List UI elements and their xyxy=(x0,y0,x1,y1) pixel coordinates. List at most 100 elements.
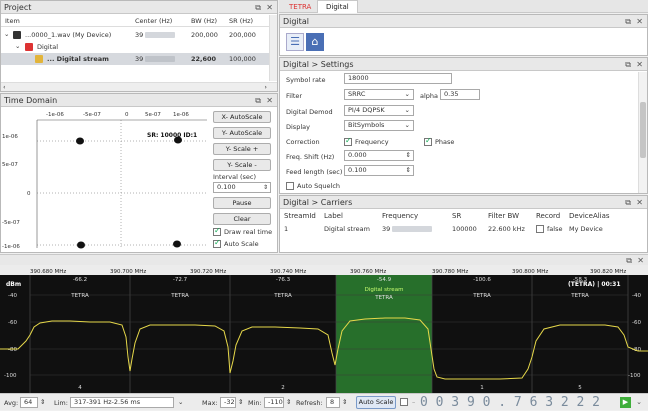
project-hscrollbar[interactable]: ‹ › xyxy=(1,82,277,91)
channel-name: TETRA xyxy=(273,293,292,299)
symbol-point xyxy=(174,136,182,144)
y-autoscale-button[interactable]: Y- AutoScale xyxy=(213,127,271,139)
spin-arrows-icon[interactable]: ⇕ xyxy=(405,166,411,174)
float-icon[interactable]: ⧉ xyxy=(625,17,631,26)
col-sr: SR (Hz) xyxy=(229,17,254,25)
device-bw: 200,000 xyxy=(191,31,218,39)
lim-input[interactable]: 317-391 Hz-2.56 ms xyxy=(70,397,174,408)
float-icon[interactable]: ⧉ xyxy=(625,198,631,207)
interval-spinbox[interactable]: 0.100 ⇕ xyxy=(213,182,271,193)
scroll-thumb[interactable] xyxy=(640,102,646,158)
spin-arrows-icon[interactable]: ⇕ xyxy=(40,398,46,406)
freq-tick: 390.700 MHz xyxy=(110,269,146,275)
y-scale-minus-button[interactable]: Y- Scale - xyxy=(213,159,271,171)
chevron-down-icon[interactable]: ⌄ xyxy=(178,398,184,406)
draw-realtime-checkbox[interactable] xyxy=(213,226,221,236)
min-input[interactable]: -110 xyxy=(264,397,284,408)
auto-squelch-checkbox[interactable] xyxy=(286,182,294,190)
chevron-down-icon[interactable]: ⌄ xyxy=(15,42,21,50)
channel-num: 2 xyxy=(281,385,285,391)
auto-scale-button[interactable]: Auto Scale xyxy=(356,396,396,409)
constellation-points xyxy=(76,136,182,249)
symbol-rate-input[interactable]: 18000 xyxy=(344,73,452,84)
filter-label: Filter xyxy=(286,92,303,100)
refresh-value: 8 xyxy=(330,398,335,406)
project-row-digital[interactable]: ⌄ Digital xyxy=(1,41,271,53)
display-select[interactable]: BitSymbols ⌄ xyxy=(344,120,414,131)
col-streamid: StreamId xyxy=(284,212,316,220)
record-checkbox[interactable] xyxy=(536,225,544,233)
dropdown-icon[interactable]: ⌄ xyxy=(636,398,642,406)
float-icon[interactable]: ⧉ xyxy=(255,3,261,12)
freq-shift-spinbox[interactable]: 0.000 ⇕ xyxy=(344,150,414,161)
filter-select[interactable]: SRRC ⌄ xyxy=(344,89,414,100)
feed-length-value: 0.100 xyxy=(348,166,367,174)
pause-button[interactable]: Pause xyxy=(213,197,271,209)
refresh-input[interactable]: 8 xyxy=(326,397,340,408)
frequency-display[interactable]: 0 0 3 9 0 . 7 6 3 2 2 2 xyxy=(420,395,601,410)
top-right-label: (TETRA) | 00:31 xyxy=(568,281,621,288)
constellation-plot: -1e-06 -5e-07 0 5e-07 1e-06 1e-06 5e-07 … xyxy=(2,112,207,250)
close-icon[interactable]: ✕ xyxy=(266,96,273,105)
device-name: ...0000_1.wav (My Device) xyxy=(25,31,112,39)
freq-axis-bar xyxy=(0,265,648,275)
chevron-down-icon: ⌄ xyxy=(404,106,410,114)
td-left-tick: -5e-07 xyxy=(2,220,20,226)
col-sr: SR xyxy=(452,212,462,220)
max-input[interactable]: -32 xyxy=(220,397,236,408)
project-vscrollbar[interactable] xyxy=(269,15,277,81)
frequency-checkbox[interactable] xyxy=(344,136,352,146)
spin-arrows-icon[interactable]: ⇕ xyxy=(342,398,348,406)
chevron-down-icon[interactable]: ⌄ xyxy=(4,30,10,38)
project-row-stream[interactable]: ... Digital stream 39 22,600 100,000 xyxy=(1,53,271,65)
avg-input[interactable]: 64 xyxy=(20,397,38,408)
db-tick: -100 xyxy=(628,373,641,379)
redacted-value xyxy=(145,32,175,38)
carrier-row[interactable]: 1 Digital stream 39 100000 22.600 kHz fa… xyxy=(280,223,640,234)
spin-arrows-icon[interactable]: ⇕ xyxy=(262,184,268,191)
feed-length-spinbox[interactable]: 0.100 ⇕ xyxy=(344,165,414,176)
float-icon[interactable]: ⧉ xyxy=(626,256,632,265)
x-autoscale-button[interactable]: X- AutoScale xyxy=(213,111,271,123)
close-icon[interactable]: ✕ xyxy=(266,3,273,12)
channel-offset: -76.3 xyxy=(276,277,291,283)
float-icon[interactable]: ⧉ xyxy=(255,96,261,105)
scroll-left-icon[interactable]: ‹ xyxy=(3,83,6,91)
signal-view-icon[interactable]: ⌂ xyxy=(306,33,324,51)
spin-arrows-icon[interactable]: ⇕ xyxy=(405,151,411,159)
autoscale-checkbox[interactable] xyxy=(213,238,221,248)
y-scale-plus-button[interactable]: Y- Scale + xyxy=(213,143,271,155)
tab-tetra[interactable]: TETRA xyxy=(289,3,312,11)
tab-digital[interactable]: Digital xyxy=(317,0,358,13)
spin-arrows-icon[interactable]: ⇕ xyxy=(238,398,244,406)
td-left-tick: -1e-06 xyxy=(2,244,20,250)
td-top-tick: -1e-06 xyxy=(46,112,64,118)
list-view-icon[interactable]: ☰ xyxy=(286,33,304,51)
play-icon[interactable]: ▶ xyxy=(620,397,631,408)
project-row-device[interactable]: ⌄ ...0000_1.wav (My Device) 39 200,000 2… xyxy=(1,29,271,41)
digital-name: Digital xyxy=(37,43,59,51)
demod-select[interactable]: PI/4 DQPSK ⌄ xyxy=(344,105,414,116)
db-ticks-left: -40 -60 -80 -100 xyxy=(4,293,17,379)
project-title: Project xyxy=(1,1,277,14)
close-icon[interactable]: ✕ xyxy=(637,256,644,265)
refresh-label: Refresh: xyxy=(296,399,323,407)
close-icon[interactable]: ✕ xyxy=(636,198,643,207)
settings-scrollbar[interactable] xyxy=(638,72,647,193)
digital-title: Digital xyxy=(280,15,647,28)
scroll-right-icon[interactable]: › xyxy=(264,83,267,91)
dbm-label: dBm xyxy=(6,281,21,288)
col-filter-bw: Filter BW xyxy=(488,212,520,220)
phase-checkbox[interactable] xyxy=(424,136,432,146)
alpha-input[interactable]: 0.35 xyxy=(440,89,480,100)
option-checkbox[interactable] xyxy=(400,398,408,406)
max-label: Max: xyxy=(202,399,218,407)
clear-button[interactable]: Clear xyxy=(213,213,271,225)
float-icon[interactable]: ⧉ xyxy=(625,60,631,69)
filter-value: SRRC xyxy=(348,90,366,98)
channel-offset: -54.9 xyxy=(377,277,392,283)
spin-arrows-icon[interactable]: ⇕ xyxy=(286,398,292,406)
close-icon[interactable]: ✕ xyxy=(636,17,643,26)
col-record: Record xyxy=(536,212,561,220)
close-icon[interactable]: ✕ xyxy=(636,60,643,69)
